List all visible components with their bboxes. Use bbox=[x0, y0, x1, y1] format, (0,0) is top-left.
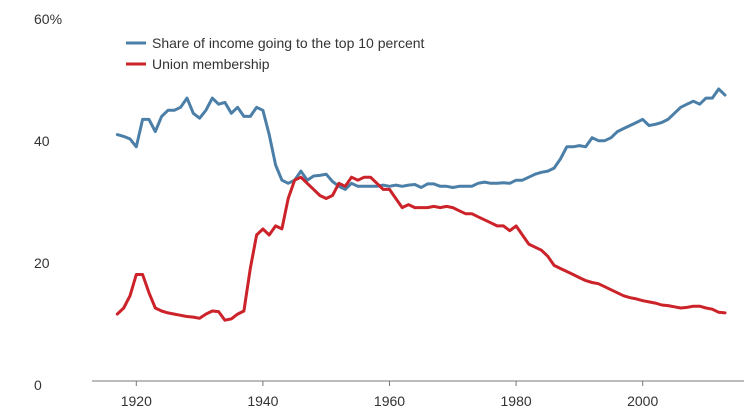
y-tick-label: 60% bbox=[34, 11, 62, 27]
legend: Share of income going to the top 10 perc… bbox=[126, 35, 425, 72]
y-tick-label: 20 bbox=[34, 255, 50, 271]
y-tick-label: 40 bbox=[34, 133, 50, 149]
x-tick-label: 2000 bbox=[627, 393, 658, 409]
series-line-top-10-income-share bbox=[115, 87, 727, 191]
legend-label-top-10-income-share: Share of income going to the top 10 perc… bbox=[152, 35, 425, 51]
x-tick-label: 1940 bbox=[247, 393, 278, 409]
y-tick-label: 0 bbox=[34, 377, 42, 393]
x-tick-label: 1920 bbox=[121, 393, 152, 409]
y-axis-tick-labels: 0 20 40 60% bbox=[34, 11, 62, 393]
legend-label-union-membership: Union membership bbox=[152, 56, 270, 72]
x-tick-label: 1960 bbox=[374, 393, 405, 409]
x-axis-tick-labels: 1920 1940 1960 1980 2000 bbox=[121, 393, 659, 409]
series-line-union-membership bbox=[115, 175, 727, 322]
x-tick-label: 1980 bbox=[501, 393, 532, 409]
x-axis-tick-marks bbox=[135, 381, 644, 386]
series-lines bbox=[115, 87, 727, 322]
